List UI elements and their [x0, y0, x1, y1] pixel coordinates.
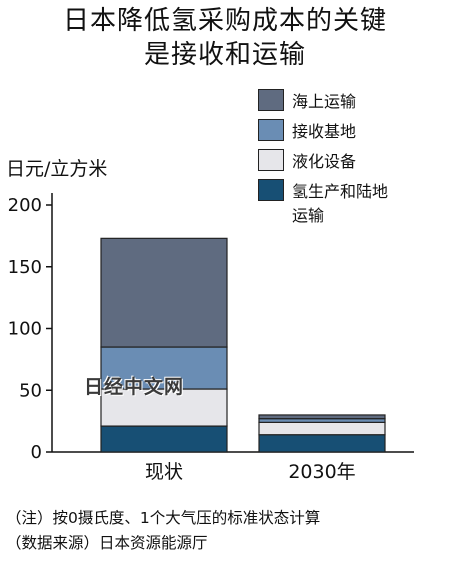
y-tick-label: 100	[8, 319, 42, 340]
bar-segment	[100, 425, 228, 453]
legend-label: 液化设备	[292, 152, 357, 171]
footnote-note: （注）按0摄氏度、1个大气压的标准状态计算	[6, 509, 321, 527]
y-tick-label: 0	[31, 442, 42, 463]
legend-swatch	[258, 119, 284, 141]
legend-label: 海上运输	[292, 92, 357, 111]
x-category-label: 2030年	[288, 461, 355, 483]
bar-segment	[258, 434, 386, 453]
legend-swatch	[258, 179, 284, 201]
legend-label: 氢生产和陆地 运输	[292, 182, 389, 225]
legend-label: 接收基地	[292, 122, 357, 141]
watermark: 日经中文网	[84, 376, 185, 398]
y-tick-label: 200	[8, 195, 42, 216]
footnote-source: （数据来源）日本资源能源厅	[6, 534, 208, 552]
bar-segment	[258, 414, 386, 420]
bar-segment	[100, 237, 228, 348]
legend-swatch	[258, 149, 284, 171]
legend-swatch	[258, 89, 284, 111]
x-category-label: 现状	[145, 461, 183, 483]
bar-segment	[258, 421, 386, 436]
y-axis-unit-label: 日元/立方米	[6, 158, 108, 180]
title-line-2: 是接收和运输	[143, 40, 306, 70]
bar-segment	[100, 346, 228, 390]
y-tick-label: 150	[8, 257, 42, 278]
chart-title: 日本降低氢采购成本的关键 是接收和运输	[0, 4, 450, 72]
title-line-1: 日本降低氢采购成本的关键	[62, 6, 387, 36]
y-tick-label: 50	[19, 380, 42, 401]
